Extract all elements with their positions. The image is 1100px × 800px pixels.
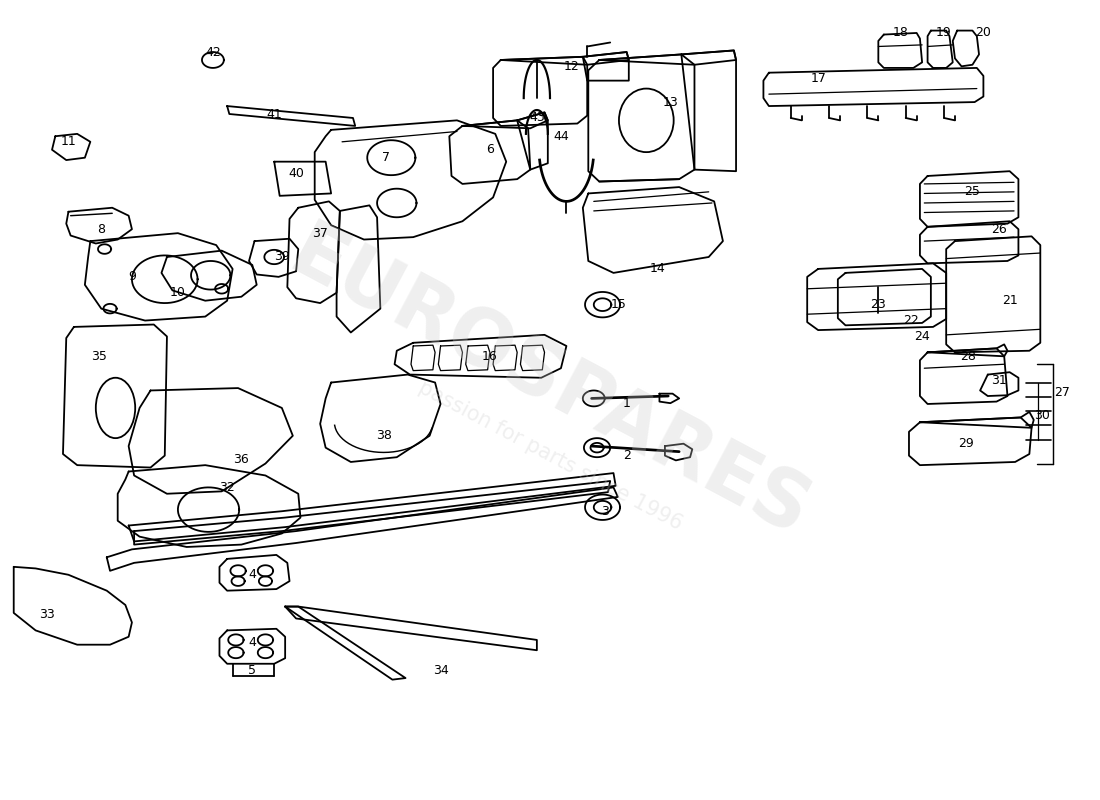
Text: passion for parts since 1996: passion for parts since 1996 — [415, 378, 685, 534]
Text: 7: 7 — [382, 151, 389, 164]
Text: 41: 41 — [266, 107, 282, 121]
Text: 3: 3 — [601, 505, 608, 518]
Text: 36: 36 — [233, 453, 250, 466]
Text: 4: 4 — [249, 568, 256, 582]
Text: 20: 20 — [976, 26, 991, 39]
Text: 22: 22 — [903, 314, 918, 327]
Text: 25: 25 — [965, 186, 980, 198]
Text: 12: 12 — [564, 60, 580, 73]
Text: 18: 18 — [892, 26, 909, 39]
Text: 5: 5 — [249, 664, 256, 677]
Text: 2: 2 — [623, 449, 630, 462]
Text: 42: 42 — [205, 46, 221, 59]
Text: 37: 37 — [312, 226, 328, 240]
Text: 29: 29 — [958, 437, 974, 450]
Text: 16: 16 — [482, 350, 497, 363]
Text: 14: 14 — [649, 262, 666, 275]
Text: 30: 30 — [1035, 410, 1050, 422]
Text: 34: 34 — [432, 664, 449, 677]
Text: 40: 40 — [288, 167, 304, 180]
Text: 43: 43 — [529, 111, 544, 125]
Text: 8: 8 — [97, 222, 106, 236]
Text: 17: 17 — [811, 72, 826, 85]
Text: 23: 23 — [870, 298, 887, 311]
Text: 10: 10 — [170, 286, 186, 299]
Text: 38: 38 — [376, 430, 392, 442]
Text: 19: 19 — [936, 26, 952, 39]
Text: 31: 31 — [991, 374, 1006, 386]
Text: 44: 44 — [553, 130, 569, 142]
Text: 13: 13 — [662, 95, 679, 109]
Text: 1: 1 — [623, 398, 630, 410]
Text: 28: 28 — [960, 350, 976, 363]
Text: 11: 11 — [60, 135, 76, 148]
Text: 9: 9 — [128, 270, 136, 283]
Text: 33: 33 — [39, 608, 54, 621]
Text: 21: 21 — [1002, 294, 1018, 307]
Text: 6: 6 — [486, 143, 494, 156]
Text: EUROSPARES: EUROSPARES — [277, 215, 823, 554]
Text: 26: 26 — [991, 222, 1006, 236]
Text: 39: 39 — [274, 250, 289, 263]
Text: 32: 32 — [219, 481, 235, 494]
Text: 24: 24 — [914, 330, 929, 343]
Text: 15: 15 — [610, 298, 627, 311]
Text: 35: 35 — [91, 350, 107, 363]
Text: 4: 4 — [249, 636, 256, 649]
Text: 27: 27 — [1054, 386, 1070, 398]
